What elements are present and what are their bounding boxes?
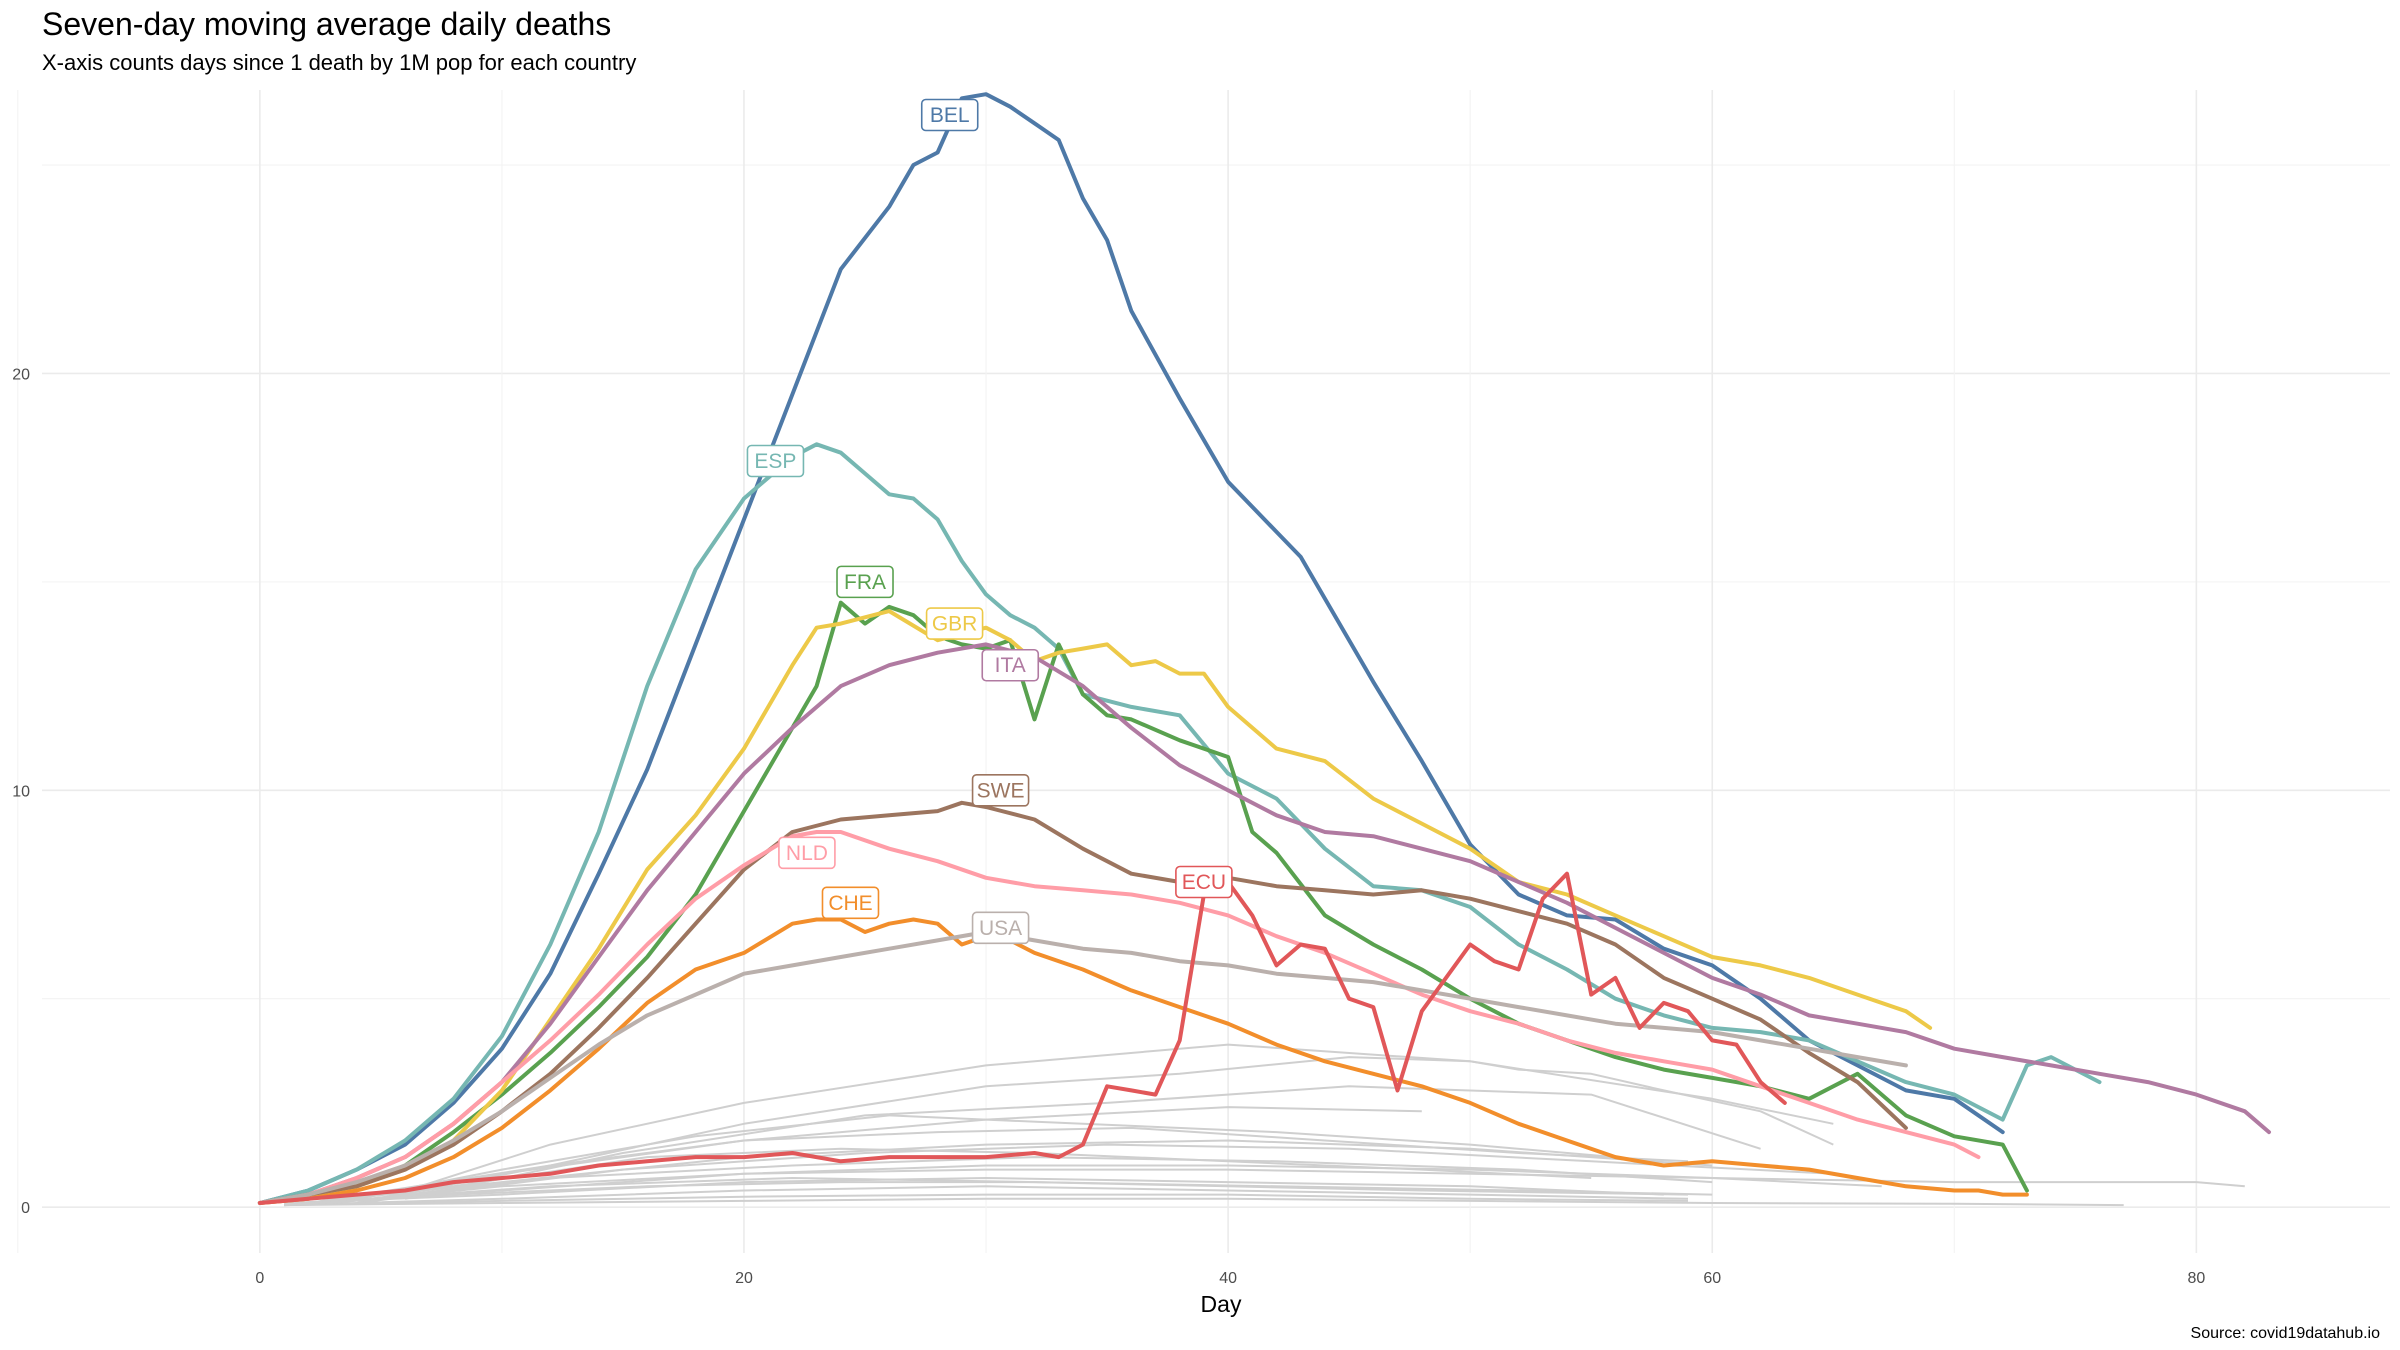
series-line-bel	[257, 92, 2005, 1205]
series-label-ita: ITA	[981, 648, 1040, 682]
y-tick-label: 10	[12, 783, 30, 800]
series-label-che: CHE	[821, 886, 880, 920]
x-axis-title: Day	[1201, 1291, 1242, 1317]
series-label-box	[746, 444, 805, 478]
series-line-gbr	[257, 609, 1933, 1205]
series-label-box	[1175, 865, 1233, 899]
background-series-line	[308, 1139, 1713, 1204]
series-label-text: CHE	[828, 892, 872, 915]
x-tick-label: 40	[1219, 1270, 1237, 1287]
x-tick-label: 0	[255, 1270, 264, 1287]
series-label-box	[920, 98, 979, 132]
y-tick-label: 20	[12, 366, 30, 383]
background-series-line	[284, 1193, 1689, 1207]
series-label-bel: BEL	[920, 98, 979, 132]
series-label-text: USA	[979, 917, 1022, 940]
background-series-line	[332, 1156, 1713, 1204]
series-lines	[257, 92, 2271, 1205]
x-tick-label: 80	[2187, 1270, 2205, 1287]
series-label-text: NLD	[786, 842, 828, 865]
background-series-line	[356, 1056, 1834, 1204]
series-line-ita	[257, 642, 2271, 1205]
series-label-box	[778, 836, 836, 870]
background-series-line	[356, 1143, 1834, 1204]
series-label-box	[925, 607, 984, 640]
series-line-swe	[257, 800, 1908, 1205]
axis-ticks: 0 10 20 0 20 40 60 80	[12, 366, 2205, 1287]
x-tick-label: 20	[735, 1270, 753, 1287]
series-label-text: ECU	[1182, 871, 1226, 894]
chart-subtitle: X-axis counts days since 1 death by 1M p…	[42, 50, 637, 75]
chart-caption: Source: covid19datahub.io	[2190, 1325, 2380, 1342]
background-series-line	[332, 1168, 2245, 1204]
series-label-text: ITA	[995, 654, 1026, 677]
series-label-box	[821, 886, 880, 920]
x-tick-label: 60	[1703, 1270, 1721, 1287]
series-line-usa	[257, 930, 1908, 1205]
series-label-text: SWE	[977, 779, 1025, 802]
series-labels: BEL ESP FRA GBR ITA SWE NLD CHE USA ECU	[746, 98, 1233, 945]
series-label-text: ESP	[754, 450, 796, 473]
series-line-nld	[257, 830, 1981, 1205]
background-series-line	[284, 1197, 2124, 1207]
series-label-ecu: ECU	[1175, 865, 1233, 899]
series-label-nld: NLD	[778, 836, 836, 870]
series-line-fra	[257, 600, 2029, 1205]
series-label-usa: USA	[971, 911, 1030, 945]
background-series-line	[332, 1114, 1616, 1204]
series-label-esp: ESP	[746, 444, 805, 478]
grid	[17, 90, 2390, 1253]
background-series-line	[308, 1147, 1592, 1204]
series-label-fra: FRA	[836, 565, 894, 599]
series-label-box	[836, 565, 894, 599]
y-tick-label: 0	[21, 1200, 30, 1217]
series-label-box	[981, 648, 1040, 682]
background-series-line	[404, 1085, 1761, 1200]
series-label-text: BEL	[930, 104, 970, 127]
series-label-box	[971, 774, 1030, 807]
series-label-gbr: GBR	[925, 607, 984, 640]
background-series-line	[308, 1126, 1689, 1204]
series-label-text: FRA	[844, 571, 886, 594]
background-series-line	[284, 1177, 1664, 1204]
series-label-text: GBR	[932, 613, 978, 636]
chart-title: Seven-day moving average daily deaths	[42, 6, 612, 42]
background-series	[284, 1043, 2245, 1207]
background-series-line	[284, 1181, 1689, 1207]
series-label-box	[971, 911, 1030, 945]
background-series-line	[284, 1185, 1689, 1207]
series-label-swe: SWE	[971, 774, 1030, 807]
